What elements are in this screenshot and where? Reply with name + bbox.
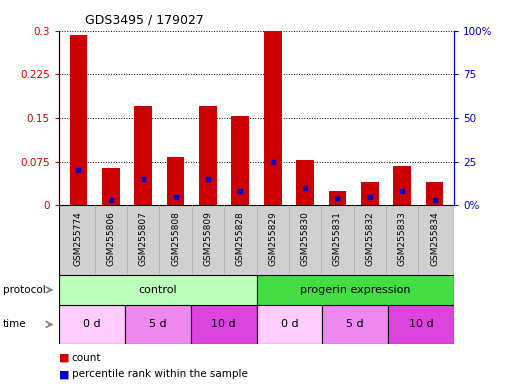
Text: count: count (72, 353, 102, 363)
Text: control: control (139, 285, 177, 295)
Text: GSM255831: GSM255831 (333, 211, 342, 266)
Text: GSM255834: GSM255834 (430, 211, 439, 266)
Bar (59, 305, 125, 344)
Bar (328, 191, 346, 205)
Text: 10 d: 10 d (409, 319, 433, 329)
Text: 0 d: 0 d (281, 319, 298, 329)
Bar (256, 275, 454, 305)
Bar (426, 182, 443, 205)
Bar (256, 305, 322, 344)
Text: ■: ■ (59, 369, 69, 379)
Text: progerin expression: progerin expression (300, 285, 410, 295)
Text: time: time (3, 319, 26, 329)
Text: GSM255807: GSM255807 (139, 211, 148, 266)
Text: 0 d: 0 d (83, 319, 101, 329)
Bar (70, 35, 87, 205)
Text: GSM255774: GSM255774 (74, 211, 83, 266)
Text: GSM255806: GSM255806 (106, 211, 115, 266)
Text: GSM255830: GSM255830 (301, 211, 309, 266)
Bar (231, 116, 249, 205)
Text: GSM255828: GSM255828 (236, 211, 245, 266)
Bar (59, 275, 256, 305)
Bar (167, 157, 185, 205)
Bar (361, 182, 379, 205)
Bar (59, 205, 454, 275)
Text: GDS3495 / 179027: GDS3495 / 179027 (85, 14, 204, 27)
Text: 5 d: 5 d (346, 319, 364, 329)
Text: GSM255832: GSM255832 (365, 211, 374, 266)
Bar (134, 106, 152, 205)
Bar (322, 305, 388, 344)
Text: 5 d: 5 d (149, 319, 167, 329)
Text: GSM255833: GSM255833 (398, 211, 407, 266)
Bar (102, 167, 120, 205)
Text: GSM255809: GSM255809 (204, 211, 212, 266)
Text: ■: ■ (59, 353, 69, 363)
Text: 10 d: 10 d (211, 319, 236, 329)
Bar (199, 106, 217, 205)
Bar (388, 305, 454, 344)
Text: GSM255808: GSM255808 (171, 211, 180, 266)
Bar (393, 166, 411, 205)
Bar (264, 31, 282, 205)
Text: protocol: protocol (3, 285, 45, 295)
Text: GSM255829: GSM255829 (268, 211, 277, 266)
Bar (191, 305, 256, 344)
Bar (125, 305, 191, 344)
Text: percentile rank within the sample: percentile rank within the sample (72, 369, 248, 379)
Bar (296, 160, 314, 205)
